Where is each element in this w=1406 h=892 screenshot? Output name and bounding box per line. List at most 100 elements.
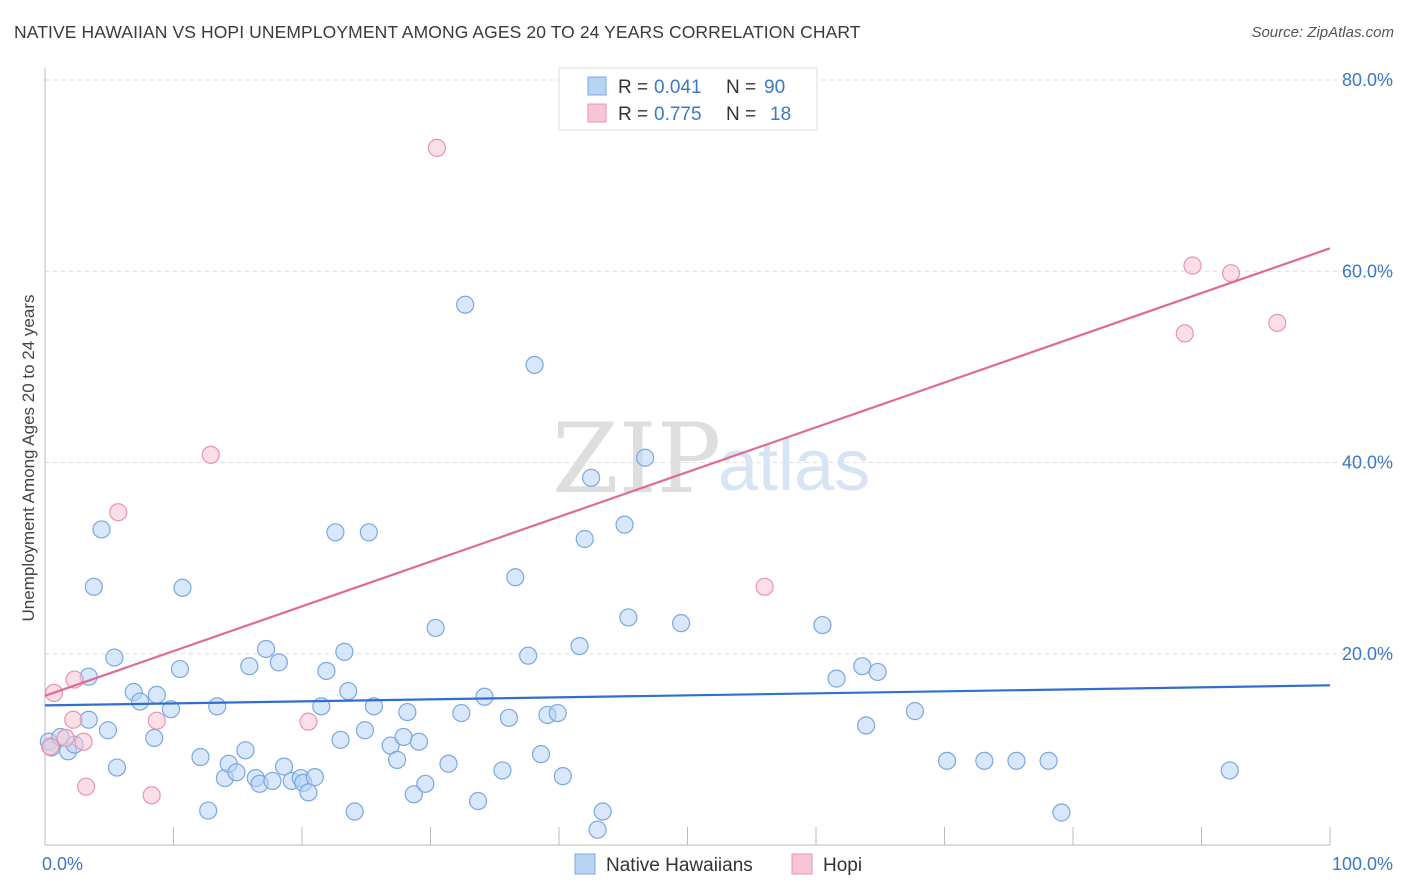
native-point bbox=[570, 636, 589, 656]
native-point bbox=[588, 820, 607, 839]
native-point bbox=[274, 757, 294, 776]
native-point bbox=[426, 618, 445, 638]
legend-n-label-hopi: N = bbox=[726, 104, 756, 125]
native-point bbox=[905, 702, 925, 721]
bottom-legend-label-hopi: Hopi bbox=[823, 855, 862, 876]
legend-r-label-hopi: R = bbox=[618, 104, 648, 125]
native-point bbox=[615, 515, 634, 534]
native-point bbox=[173, 578, 192, 597]
hopi-point bbox=[299, 712, 318, 731]
x-tick-labels: 0.0% 100.0% bbox=[42, 854, 1393, 874]
hopi-point bbox=[77, 777, 96, 796]
hopi-point bbox=[427, 138, 447, 157]
native-point bbox=[493, 761, 512, 780]
y-axis-title: Unemployment Among Ages 20 to 24 years bbox=[19, 295, 38, 622]
native-point bbox=[145, 728, 164, 748]
native-point bbox=[1039, 751, 1058, 770]
hopi-point bbox=[1183, 256, 1202, 275]
native-point bbox=[364, 697, 384, 716]
legend: R = 0.041 N = 90 R = 0.775 N = 18 bbox=[558, 67, 818, 131]
native-point bbox=[326, 523, 345, 542]
native-point bbox=[671, 614, 691, 633]
native-point bbox=[98, 721, 118, 740]
native-point bbox=[548, 703, 567, 723]
native-point bbox=[499, 708, 518, 727]
bottom-legend-swatch-native bbox=[574, 853, 596, 875]
native-point bbox=[975, 751, 994, 770]
legend-n-label-native: N = bbox=[726, 77, 756, 98]
native-point bbox=[404, 785, 423, 804]
native-point bbox=[130, 692, 150, 711]
native-point bbox=[191, 747, 210, 767]
native-point bbox=[857, 716, 876, 735]
native-point bbox=[531, 745, 551, 764]
hopi-point bbox=[755, 577, 774, 596]
data-points bbox=[39, 138, 1287, 839]
y-tick-label: 60.0% bbox=[1342, 261, 1393, 281]
native-point bbox=[593, 802, 612, 821]
native-point bbox=[107, 758, 127, 777]
native-point bbox=[236, 741, 255, 760]
native-point bbox=[345, 802, 364, 821]
native-point bbox=[439, 754, 458, 773]
bottom-legend-swatch-hopi bbox=[791, 853, 813, 875]
x-tick-label: 100.0% bbox=[1332, 854, 1393, 874]
native-point bbox=[387, 750, 407, 769]
native-point bbox=[199, 801, 218, 820]
native-point bbox=[1220, 761, 1239, 780]
native-point bbox=[339, 681, 358, 701]
native-point bbox=[1007, 751, 1026, 770]
trend-lines bbox=[44, 247, 1331, 707]
grid-lines bbox=[45, 79, 1392, 655]
legend-r-value-native: 0.041 bbox=[654, 77, 702, 98]
legend-swatch-hopi bbox=[587, 103, 607, 123]
bottom-legend: Native Hawaiians Hopi bbox=[574, 853, 862, 876]
native-point bbox=[853, 657, 872, 676]
native-point bbox=[827, 669, 846, 688]
hopi-point bbox=[56, 728, 75, 748]
legend-n-value-native: 90 bbox=[764, 77, 785, 98]
watermark-atlas: atlas bbox=[718, 426, 870, 506]
y-tick-label: 20.0% bbox=[1342, 644, 1393, 664]
native-point bbox=[1052, 803, 1071, 822]
native-point bbox=[240, 657, 259, 676]
source-credit: Source: ZipAtlas.com bbox=[1251, 24, 1394, 41]
native-point bbox=[359, 523, 378, 542]
legend-r-value-hopi: 0.775 bbox=[654, 104, 702, 125]
native-point bbox=[813, 615, 832, 635]
hopi-trend-line bbox=[44, 247, 1331, 697]
hopi-point bbox=[142, 786, 161, 805]
legend-swatch-native bbox=[587, 76, 607, 96]
legend-n-value-hopi: 18 bbox=[770, 104, 791, 125]
bottom-legend-label-native: Native Hawaiians bbox=[606, 855, 753, 876]
chart-title: NATIVE HAWAIIAN VS HOPI UNEMPLOYMENT AMO… bbox=[14, 22, 861, 42]
hopi-point bbox=[1268, 313, 1287, 332]
y-tick-label: 80.0% bbox=[1342, 70, 1393, 90]
native-point bbox=[937, 751, 957, 770]
native-point bbox=[84, 577, 103, 596]
hopi-point bbox=[64, 710, 83, 729]
native-point bbox=[269, 653, 288, 672]
native-point bbox=[868, 662, 887, 682]
native-point bbox=[335, 642, 354, 661]
native-point bbox=[635, 448, 655, 467]
native-point bbox=[519, 646, 538, 665]
native-point bbox=[582, 468, 601, 487]
native-point bbox=[256, 639, 276, 659]
native-point bbox=[170, 659, 190, 679]
native-point bbox=[79, 710, 98, 729]
native-point bbox=[409, 732, 429, 751]
native-point bbox=[299, 783, 318, 802]
native-point bbox=[147, 685, 166, 704]
hopi-point bbox=[201, 445, 220, 464]
native-point bbox=[452, 703, 471, 723]
y-tick-labels: 20.0% 40.0% 60.0% 80.0% bbox=[1342, 70, 1393, 664]
hopi-point bbox=[147, 711, 166, 730]
native-point bbox=[305, 768, 324, 787]
native-point bbox=[263, 771, 282, 791]
hopi-point bbox=[109, 503, 128, 522]
hopi-point bbox=[41, 737, 60, 756]
native-point bbox=[105, 648, 124, 667]
legend-r-label-native: R = bbox=[618, 77, 648, 98]
